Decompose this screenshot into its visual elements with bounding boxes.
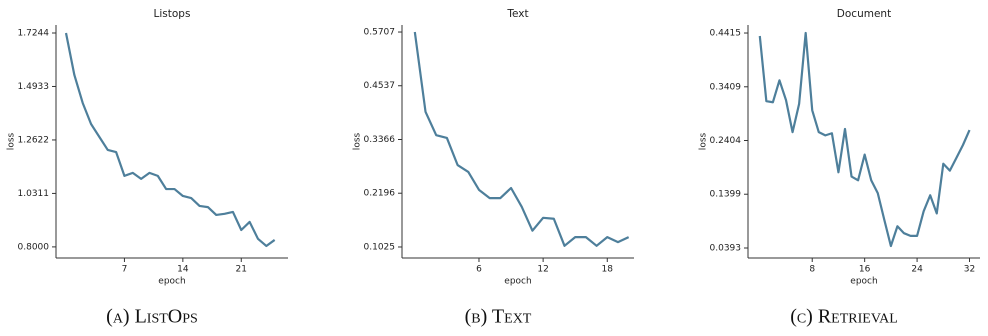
x-tick-label: 14 [177, 265, 189, 275]
chart-title: Document [837, 8, 891, 20]
x-tick-label: 16 [859, 265, 871, 275]
caption: (b) Text [465, 306, 532, 328]
y-tick-label: 0.1025 [364, 242, 396, 252]
x-axis-label: epoch [850, 277, 877, 287]
y-tick-label: 0.8000 [18, 242, 50, 252]
y-tick-label: 1.7244 [18, 29, 50, 39]
x-tick-label: 8 [809, 265, 815, 275]
y-tick-label: 1.4933 [18, 82, 50, 92]
y-axis-label: loss [699, 132, 709, 150]
x-tick-label: 7 [122, 265, 128, 275]
x-tick-label: 12 [537, 265, 548, 275]
x-tick-label: 32 [964, 265, 975, 275]
y-tick-label: 1.2622 [18, 135, 50, 145]
y-tick-label: 1.0311 [18, 189, 50, 199]
loss-line [758, 31, 971, 248]
y-tick-label: 0.1399 [710, 190, 742, 200]
x-tick-label: 21 [236, 265, 247, 275]
y-tick-label: 0.0393 [710, 244, 742, 254]
loss-line [64, 32, 276, 248]
x-axis-label: epoch [504, 277, 531, 287]
x-tick-label: 24 [911, 265, 923, 275]
x-axis-label: epoch [158, 277, 185, 287]
caption: (a) ListOps [106, 306, 198, 328]
y-axis-label: loss [353, 132, 363, 150]
y-tick-label: 0.2196 [364, 189, 396, 199]
y-tick-label: 0.3366 [364, 135, 396, 145]
y-axis-label: loss [7, 132, 17, 150]
loss-line [413, 31, 630, 247]
chart-title: Listops [154, 8, 191, 20]
y-tick-label: 0.3409 [710, 82, 742, 92]
caption: (c) Retrieval [790, 306, 898, 328]
y-tick-label: 0.4537 [364, 81, 396, 91]
y-tick-label: 0.5707 [364, 28, 396, 38]
y-tick-label: 0.4415 [710, 29, 742, 39]
chart-title: Text [506, 8, 528, 20]
x-tick-label: 18 [602, 265, 614, 275]
y-tick-label: 0.2404 [710, 136, 742, 146]
x-tick-label: 6 [476, 265, 482, 275]
